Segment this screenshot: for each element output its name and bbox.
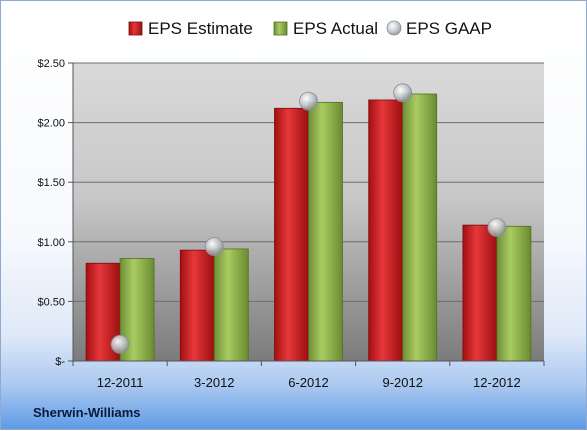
- legend-item-eps-actual: EPS Actual: [273, 19, 378, 38]
- legend-swatch: [128, 21, 143, 36]
- bar-eps-estimate: [274, 107, 309, 362]
- x-tick-label: 9-2012: [382, 375, 422, 390]
- bar-eps-estimate: [179, 249, 215, 362]
- gaap-markers: [110, 83, 507, 354]
- marker-eps-gaap: [204, 237, 224, 256]
- y-tick-label: $1.50: [37, 177, 65, 189]
- legend-label: EPS GAAP: [406, 19, 492, 38]
- y-tick-label: $2.00: [37, 118, 65, 130]
- legend-swatch: [273, 21, 288, 36]
- legend-item-eps-estimate: EPS Estimate: [128, 19, 253, 38]
- x-tick-label: 3-2012: [194, 375, 234, 390]
- y-tick-label: $-: [55, 356, 65, 368]
- x-axis: 12-2011 3-2012 6-2012 9-2012 12-2012: [72, 360, 545, 390]
- marker-eps-gaap: [393, 83, 413, 103]
- bar-eps-actual: [213, 248, 249, 362]
- marker-eps-gaap: [110, 334, 130, 354]
- bar-eps-estimate: [462, 224, 498, 362]
- y-tick-label: $1.00: [37, 237, 65, 249]
- y-tick-label: $2.50: [37, 58, 65, 70]
- bar-eps-actual: [496, 225, 532, 362]
- x-tick-label: 6-2012: [288, 375, 328, 390]
- legend-swatch: [386, 20, 402, 36]
- company-label: Sherwin-Williams: [33, 405, 141, 420]
- y-axis: $- $0.50 $1.00 $1.50 $2.00 $2.50: [37, 58, 74, 368]
- bar-eps-actual: [308, 101, 343, 362]
- bar-eps-actual: [402, 93, 438, 362]
- bars: [85, 93, 532, 362]
- legend-item-eps-gaap: EPS GAAP: [386, 19, 492, 38]
- x-tick-label: 12-2011: [97, 375, 144, 390]
- legend: EPS Estimate EPS Actual EPS GAAP: [128, 19, 492, 38]
- bar-eps-estimate: [368, 99, 404, 362]
- marker-eps-gaap: [487, 218, 507, 237]
- legend-label: EPS Estimate: [148, 19, 253, 38]
- legend-label: EPS Actual: [293, 19, 378, 38]
- y-tick-label: $0.50: [37, 296, 65, 308]
- marker-eps-gaap: [299, 91, 318, 111]
- x-tick-label: 12-2012: [473, 375, 521, 390]
